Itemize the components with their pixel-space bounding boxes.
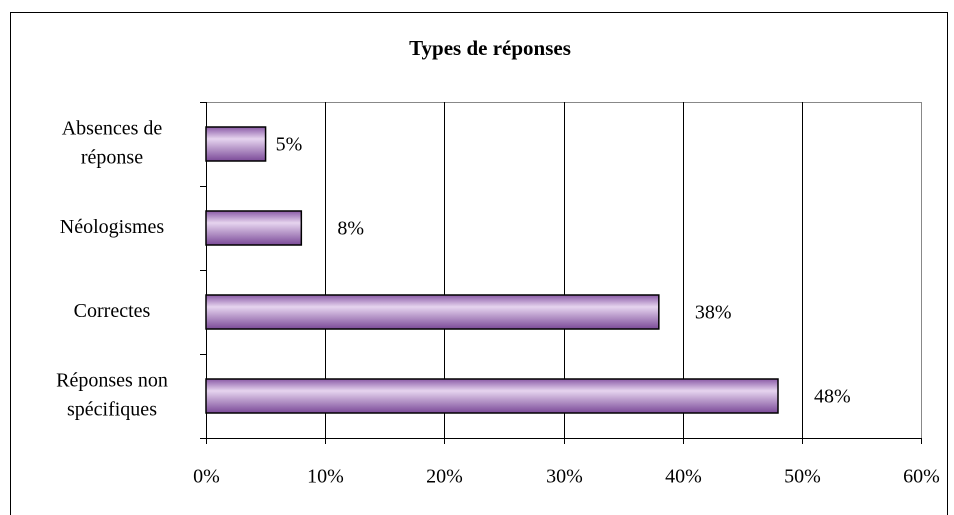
- value-label: 5%: [276, 134, 303, 156]
- y-tick-label-line: Correctes: [74, 300, 151, 322]
- x-tick-label: 50%: [784, 466, 821, 488]
- y-tick-label-line: Absences de: [62, 117, 163, 139]
- y-tick-label-line: spécifiques: [67, 398, 157, 420]
- y-tick-label: Néologismes: [60, 216, 165, 238]
- bar: [205, 126, 267, 162]
- y-tick-label: Réponses non spécifiques: [56, 369, 168, 420]
- bar: [205, 210, 303, 246]
- y-tick-label-line: Néologismes: [60, 216, 165, 238]
- x-tick-label: 0%: [193, 466, 220, 488]
- frame: [10, 12, 948, 515]
- x-tick-label: 60%: [903, 466, 940, 488]
- y-tick-label-line: Réponses non: [56, 369, 168, 391]
- y-tick-label: Absences de réponse: [62, 117, 163, 168]
- y-tick-label: Correctes: [74, 300, 151, 322]
- x-tick-label: 20%: [426, 466, 463, 488]
- value-label: 48%: [814, 386, 851, 408]
- value-label: 38%: [695, 302, 732, 324]
- chart-title: Types de réponses: [409, 36, 571, 60]
- bar: [205, 378, 779, 414]
- bar: [205, 294, 660, 330]
- x-tick-label: 40%: [665, 466, 702, 488]
- x-tick-label: 30%: [546, 466, 583, 488]
- y-tick-label-line: réponse: [81, 146, 143, 168]
- x-tick-label: 10%: [307, 466, 344, 488]
- value-label: 8%: [337, 218, 364, 240]
